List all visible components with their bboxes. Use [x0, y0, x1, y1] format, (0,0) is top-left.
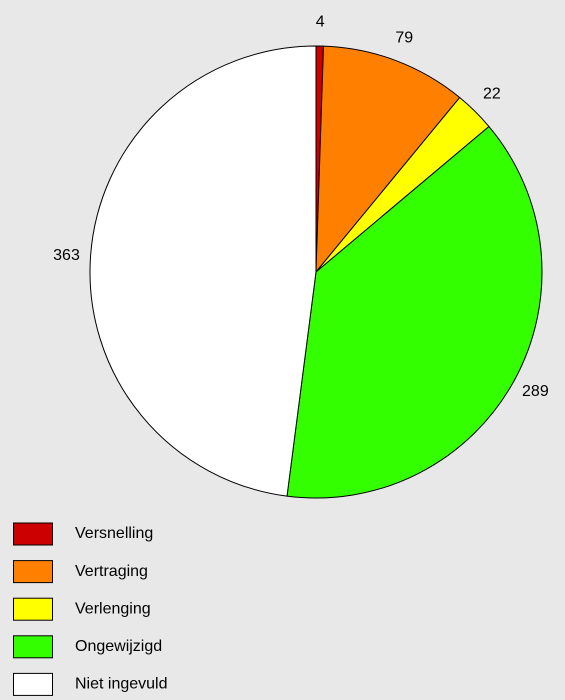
legend-swatch	[13, 522, 53, 546]
legend-swatch	[13, 560, 53, 584]
legend-swatch	[13, 672, 53, 696]
slice-label: 363	[53, 247, 80, 264]
legend-label: Niet ingevuld	[75, 676, 168, 693]
pie-slice	[315, 45, 461, 274]
legend-label: Versnelling	[75, 525, 153, 542]
slice-label: 289	[522, 383, 549, 400]
pie-slice	[286, 125, 543, 499]
legend-label: Vertraging	[75, 563, 148, 580]
pie-slice	[89, 45, 317, 497]
legend-label: Ongewijzigd	[75, 638, 162, 655]
slice-label: 4	[316, 13, 325, 30]
legend-label: Verlenging	[75, 600, 151, 617]
slice-label: 79	[395, 29, 413, 46]
legend-swatch	[13, 635, 53, 659]
slice-label: 22	[483, 86, 501, 103]
legend-swatch	[13, 597, 53, 621]
